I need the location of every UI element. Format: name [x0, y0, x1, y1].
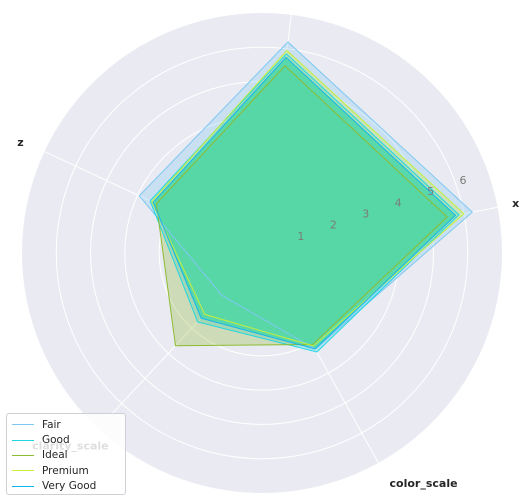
- legend-item: Fair: [12, 417, 125, 432]
- series-line: [149, 53, 460, 353]
- axis-label-x: x: [512, 197, 519, 210]
- tick-label: 4: [395, 196, 402, 209]
- legend-swatch: [12, 470, 34, 472]
- legend-label: Fair: [42, 418, 61, 431]
- grid-ring: [90, 81, 434, 425]
- series-line: [155, 65, 448, 347]
- tick-label: 2: [330, 219, 337, 232]
- legend-label: Good: [42, 434, 70, 447]
- tick-label: 5: [427, 185, 434, 198]
- legend: Fair Good Ideal Premium Very Good: [6, 413, 126, 495]
- legend-item: Ideal: [12, 448, 125, 463]
- tick-label: 6: [460, 174, 467, 187]
- radial-ticks: 1 2 3 4 5 6: [297, 174, 466, 243]
- tick-label: 3: [362, 208, 369, 221]
- series-line: [152, 56, 457, 350]
- axis-label-color-scale: color_scale: [390, 477, 458, 490]
- legend-item: Premium: [12, 463, 125, 478]
- grid-ring: [55, 46, 469, 460]
- tick-label: 1: [297, 230, 304, 243]
- legend-swatch: [12, 424, 34, 426]
- legend-label: Very Good: [42, 480, 97, 493]
- legend-swatch: [12, 439, 34, 441]
- series-line: [138, 41, 474, 350]
- series-layer: [138, 41, 474, 353]
- legend-swatch: [12, 454, 34, 456]
- legend-label: Ideal: [42, 449, 68, 462]
- legend-swatch: [12, 485, 34, 487]
- legend-item: Very Good: [12, 479, 125, 494]
- axis-label-z: z: [17, 136, 23, 149]
- series-line: [151, 49, 465, 347]
- legend-item: Good: [12, 432, 125, 447]
- legend-label: Premium: [42, 464, 89, 477]
- series-core-fill: [153, 57, 456, 350]
